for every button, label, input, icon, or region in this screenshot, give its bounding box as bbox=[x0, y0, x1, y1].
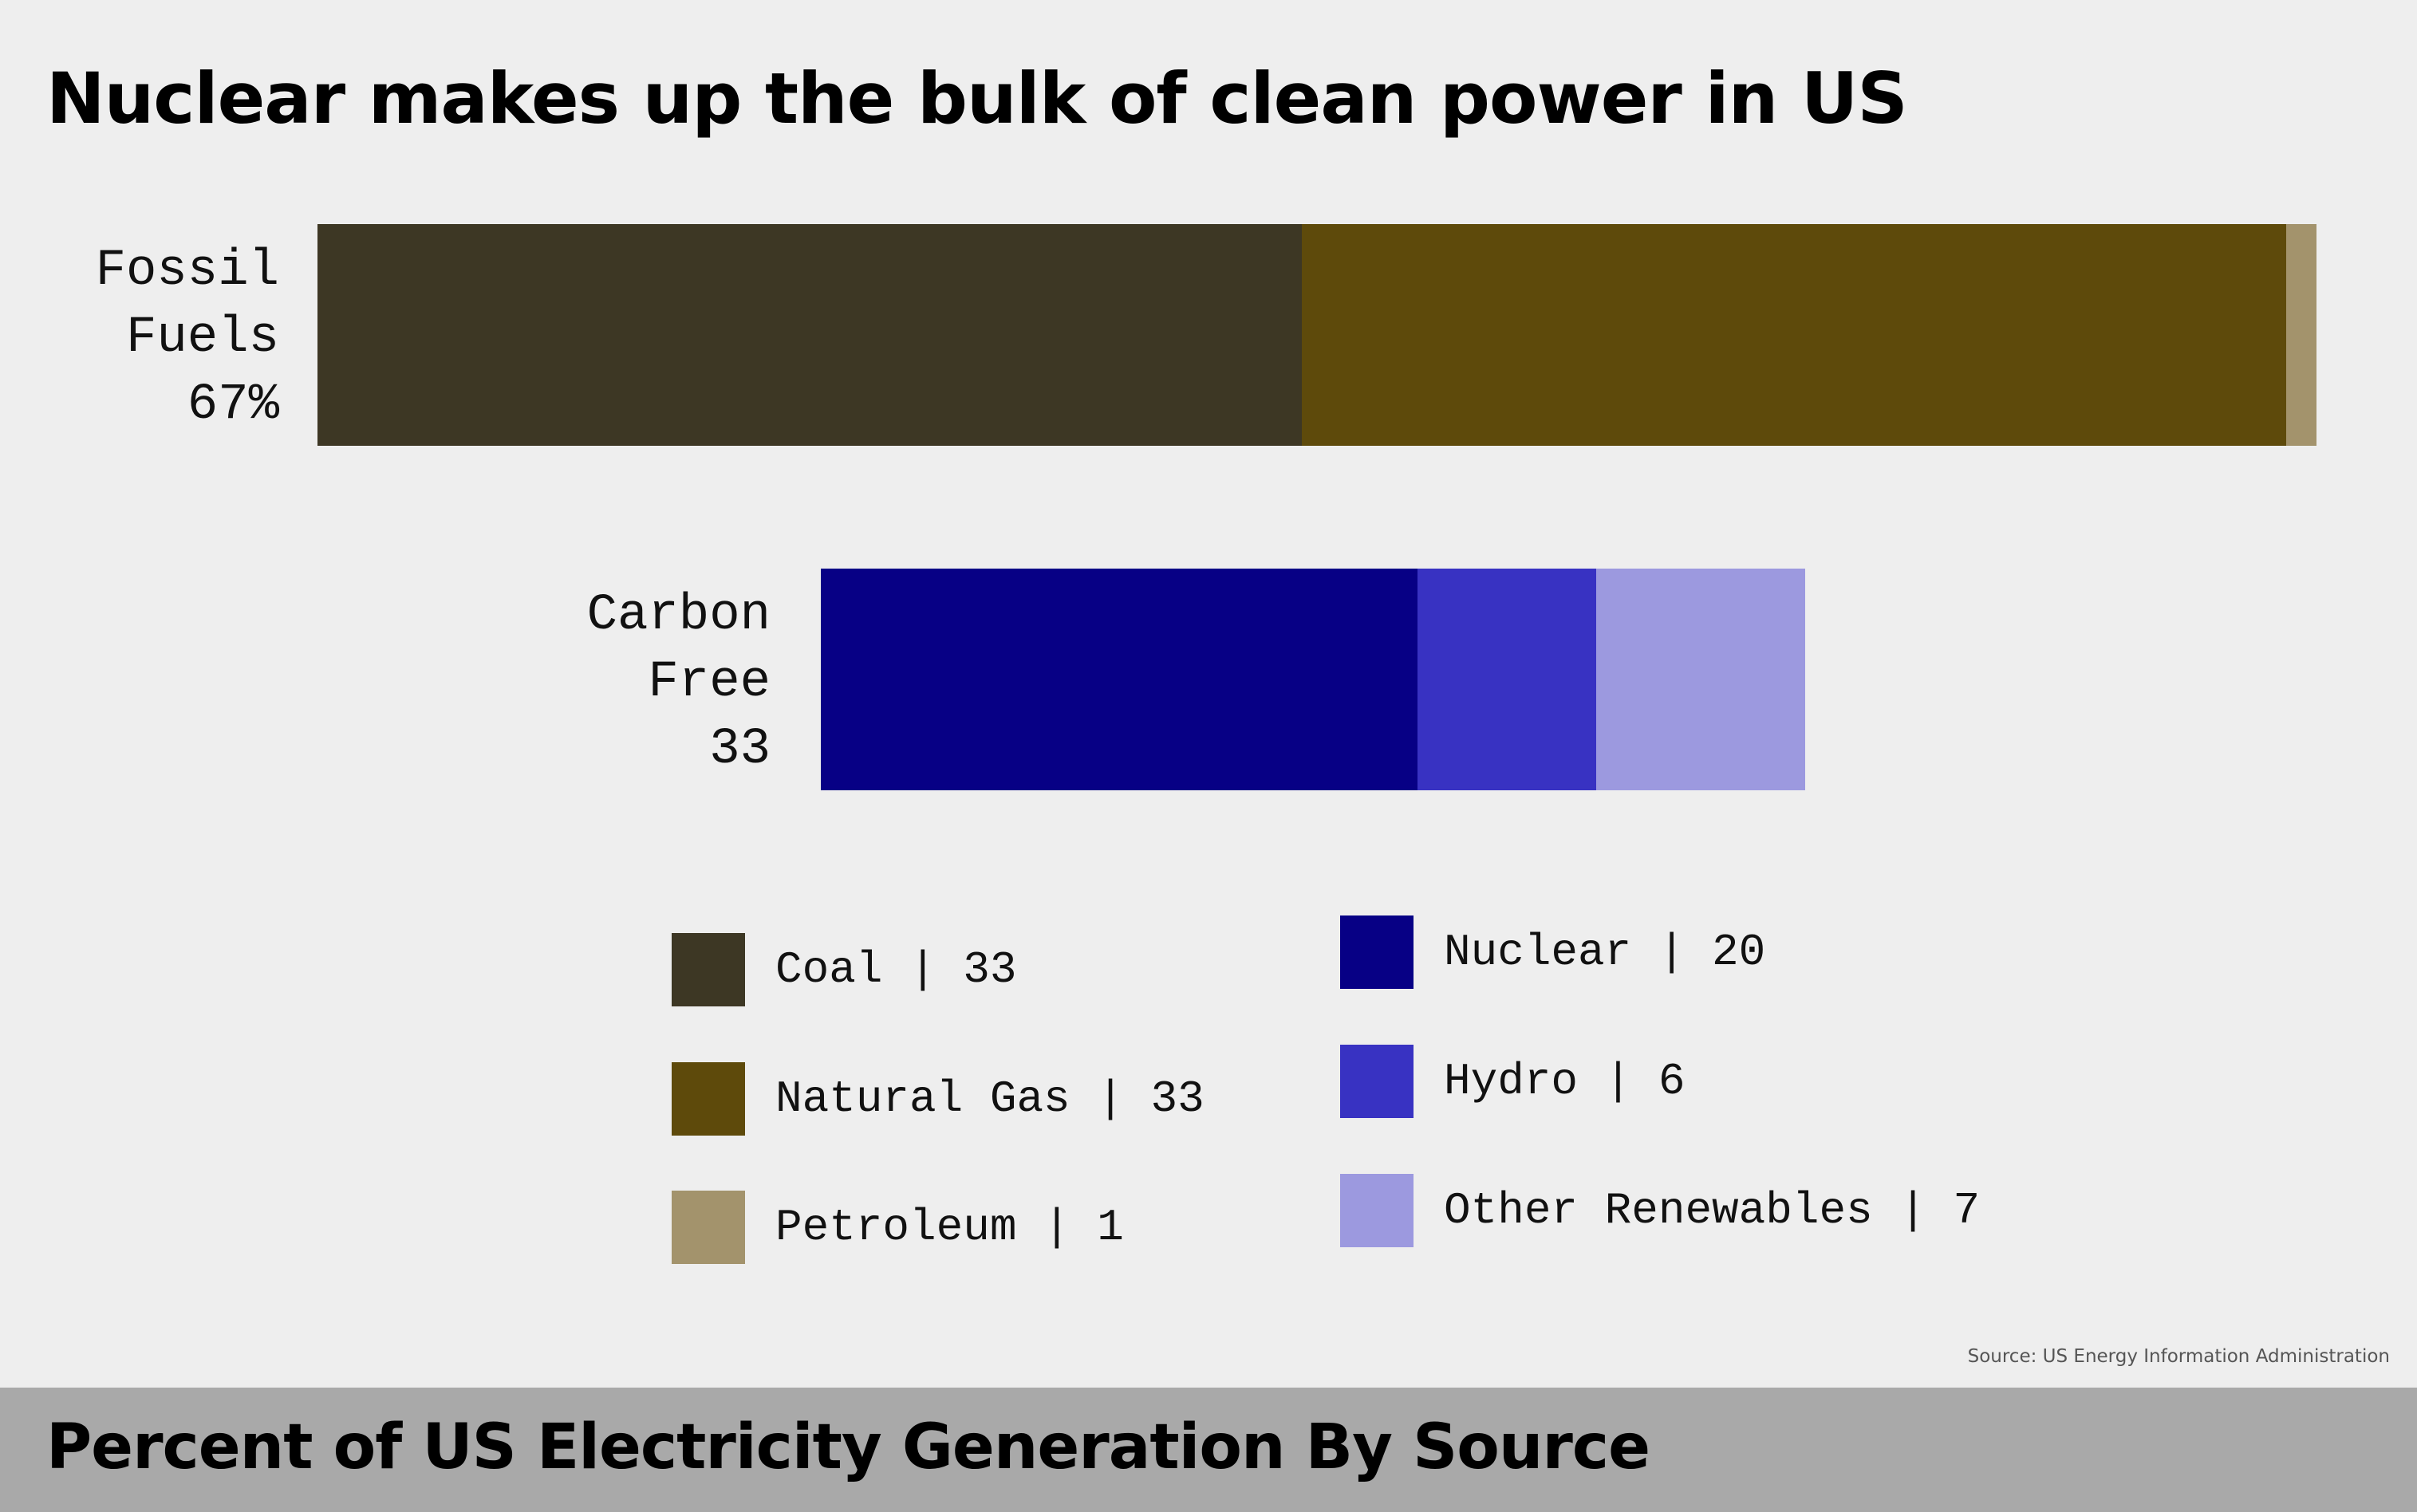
row-label-line: 67% bbox=[187, 376, 279, 434]
bar-segment-natural-gas bbox=[1302, 224, 2287, 446]
legend-label-nuclear: Nuclear | 20 bbox=[1444, 927, 1766, 978]
row-label-line: Fuels bbox=[125, 309, 279, 367]
legend-swatch-nuclear bbox=[1340, 915, 1414, 989]
legend-item-nuclear: Nuclear | 20 bbox=[1340, 915, 1765, 989]
legend-swatch-coal bbox=[672, 933, 745, 1006]
legend-label-hydro: Hydro | 6 bbox=[1444, 1056, 1686, 1107]
legend-swatch-other-renewables bbox=[1340, 1174, 1414, 1247]
row-label-fossil-fuels: Fossil Fuels 67% bbox=[96, 238, 279, 439]
bar-segment-hydro bbox=[1417, 569, 1597, 790]
legend-swatch-petroleum bbox=[672, 1191, 745, 1264]
legend-label-natural-gas: Natural Gas | 33 bbox=[775, 1073, 1205, 1124]
legend-label-petroleum: Petroleum | 1 bbox=[775, 1202, 1124, 1253]
legend-swatch-hydro bbox=[1340, 1045, 1414, 1118]
row-label-line: 33 bbox=[709, 721, 771, 778]
bar-segment-coal bbox=[317, 224, 1303, 446]
source-note: Source: US Energy Information Administra… bbox=[1967, 1346, 2390, 1367]
legend-label-coal: Coal | 33 bbox=[775, 944, 1017, 995]
legend-item-natural-gas: Natural Gas | 33 bbox=[672, 1062, 1205, 1136]
footer-band: Percent of US Electricity Generation By … bbox=[0, 1388, 2417, 1512]
legend-item-petroleum: Petroleum | 1 bbox=[672, 1191, 1124, 1264]
footer-title: Percent of US Electricity Generation By … bbox=[46, 1412, 1650, 1483]
bar-segment-other-renewables bbox=[1596, 569, 1806, 790]
row-label-line: Free bbox=[648, 654, 771, 711]
row-label-carbon-free: Carbon Free 33 bbox=[587, 582, 771, 783]
legend-swatch-natural-gas bbox=[672, 1062, 745, 1136]
row-label-line: Carbon bbox=[586, 587, 771, 644]
bar-segment-nuclear bbox=[821, 569, 1417, 790]
legend-item-hydro: Hydro | 6 bbox=[1340, 1045, 1685, 1118]
legend-item-other-renewables: Other Renewables | 7 bbox=[1340, 1174, 1980, 1247]
legend-item-coal: Coal | 33 bbox=[672, 933, 1016, 1006]
chart-title: Nuclear makes up the bulk of clean power… bbox=[46, 57, 1908, 140]
bar-segment-petroleum bbox=[2286, 224, 2316, 446]
row-label-line: Fossil bbox=[95, 242, 279, 300]
legend-label-other-renewables: Other Renewables | 7 bbox=[1444, 1185, 1981, 1236]
